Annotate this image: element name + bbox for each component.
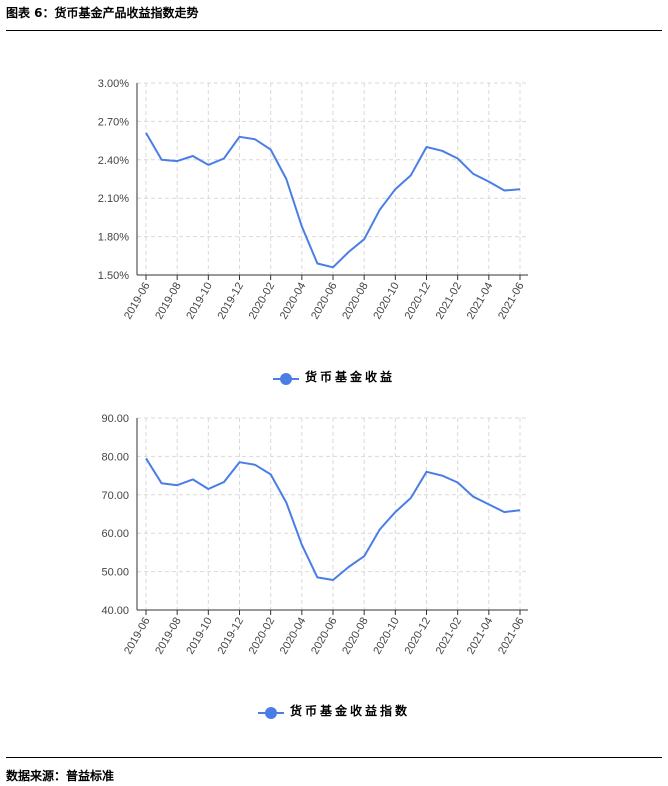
x-tick-label: 2019-10 (184, 281, 215, 322)
bottom-divider (6, 757, 662, 758)
y-tick-label: 70.00 (101, 490, 129, 502)
x-tick-label: 2020-08 (340, 616, 371, 657)
y-tick-label: 90.00 (101, 413, 129, 425)
y-tick-label: 60.00 (101, 528, 129, 540)
legend-marker-icon (257, 706, 284, 719)
x-tick-label: 2020-08 (340, 281, 371, 322)
y-tick-label: 2.40% (98, 155, 129, 167)
y-tick-label: 2.70% (98, 116, 129, 128)
x-tick-label: 2021-06 (496, 616, 527, 657)
x-tick-label: 2020-06 (309, 616, 340, 657)
x-tick-label: 2020-02 (247, 616, 278, 657)
x-tick-label: 2020-06 (309, 281, 340, 322)
x-tick-label: 2019-06 (122, 281, 153, 322)
x-tick-label: 2020-04 (278, 616, 309, 657)
x-tick-label: 2021-04 (465, 616, 496, 657)
figure-title: 图表 6：货币基金产品收益指数走势 (6, 6, 199, 20)
legend-label: 货币基金收益 (304, 370, 395, 384)
x-tick-label: 2019-12 (216, 281, 247, 322)
y-tick-label: 80.00 (101, 451, 129, 463)
legend-index[interactable]: 货币基金收益指数 (0, 702, 668, 719)
x-tick-label: 2019-10 (184, 616, 215, 657)
y-tick-label: 50.00 (101, 567, 129, 579)
x-tick-label: 2021-04 (465, 281, 496, 322)
x-tick-label: 2020-10 (371, 616, 402, 657)
y-tick-label: 40.00 (101, 605, 129, 617)
series-line (145, 132, 521, 269)
yield-line-chart: 1.50%1.80%2.10%2.40%2.70%3.00%2019-06 201… (98, 78, 528, 322)
x-tick-label: 2021-02 (434, 281, 465, 322)
x-tick-label: 2020-12 (403, 616, 434, 657)
x-tick-label: 2020-12 (403, 281, 434, 322)
y-tick-label: 3.00% (98, 78, 129, 90)
top-divider (6, 30, 662, 31)
x-tick-label: 2019-08 (153, 281, 184, 322)
y-tick-label: 1.80% (98, 232, 129, 244)
x-tick-label: 2020-04 (278, 281, 309, 322)
legend-label: 货币基金收益指数 (289, 704, 410, 718)
x-tick-label: 2019-06 (122, 616, 153, 657)
series-line (145, 457, 521, 581)
x-tick-label: 2021-02 (434, 616, 465, 657)
legend-marker-icon (272, 372, 299, 385)
y-tick-label: 1.50% (98, 270, 129, 282)
legend-yield[interactable]: 货币基金收益 (0, 368, 668, 385)
x-tick-label: 2021-06 (496, 281, 527, 322)
x-tick-label: 2019-08 (153, 616, 184, 657)
x-tick-label: 2020-10 (371, 281, 402, 322)
y-tick-label: 2.10% (98, 193, 129, 205)
x-tick-label: 2020-02 (247, 281, 278, 322)
x-tick-label: 2019-12 (216, 616, 247, 657)
data-source: 数据来源：普益标准 (6, 769, 115, 783)
